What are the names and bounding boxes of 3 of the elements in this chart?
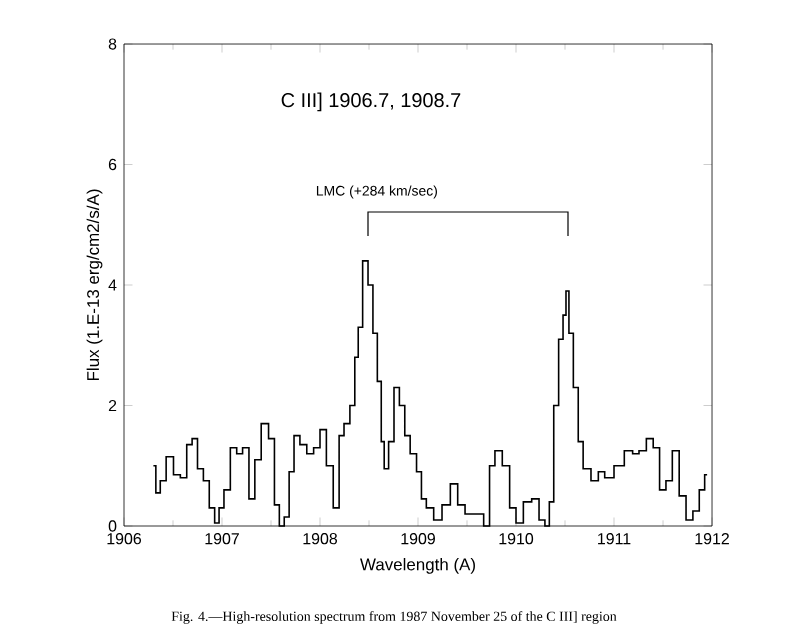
text: C III] 1906.7, 1908.7 xyxy=(281,92,461,112)
x-axis-title: Wavelength (A) xyxy=(360,558,475,574)
y-axis-title: Flux (1.E-13 erg/cm2/s/A) xyxy=(86,189,103,381)
